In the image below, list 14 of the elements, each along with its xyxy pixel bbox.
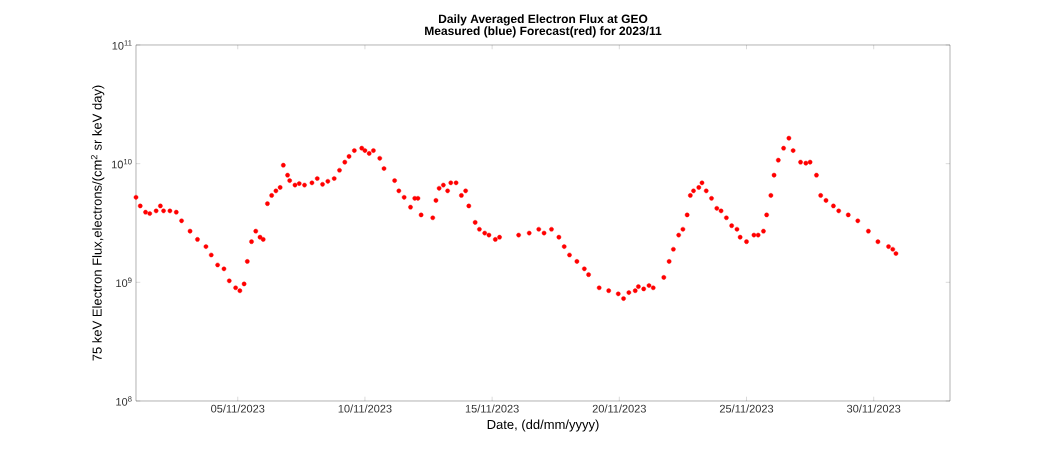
chart-subtitle: Measured (blue) Forecast(red) for 2023/11 — [425, 26, 662, 38]
x-tick-label: 25/11/2023 — [719, 404, 774, 413]
chart-title: Daily Averaged Electron Flux at GEO — [438, 14, 648, 26]
x-axis-title: Date, (dd/mm/yyyy) — [487, 419, 599, 432]
y-axis-title: 75 keV Electron Flux,electrons/(cm$^{2}$ sr keV day) — [90, 85, 105, 361]
x-tick-label: 05/11/2023 — [211, 404, 265, 413]
x-tick-label: 10/11/2023 — [338, 404, 392, 413]
y-tick-label: 10$^{11}$ — [112, 40, 132, 50]
y-tick-label: 10$^{9}$ — [116, 277, 132, 288]
x-tick-label: 20/11/2023 — [592, 404, 646, 413]
y-tick-label: 10$^{8}$ — [116, 396, 132, 406]
x-tick-label: 30/11/2023 — [847, 404, 901, 413]
x-tick-label: 15/11/2023 — [465, 404, 519, 413]
y-tick-label: 10$^{10}$ — [112, 158, 132, 169]
